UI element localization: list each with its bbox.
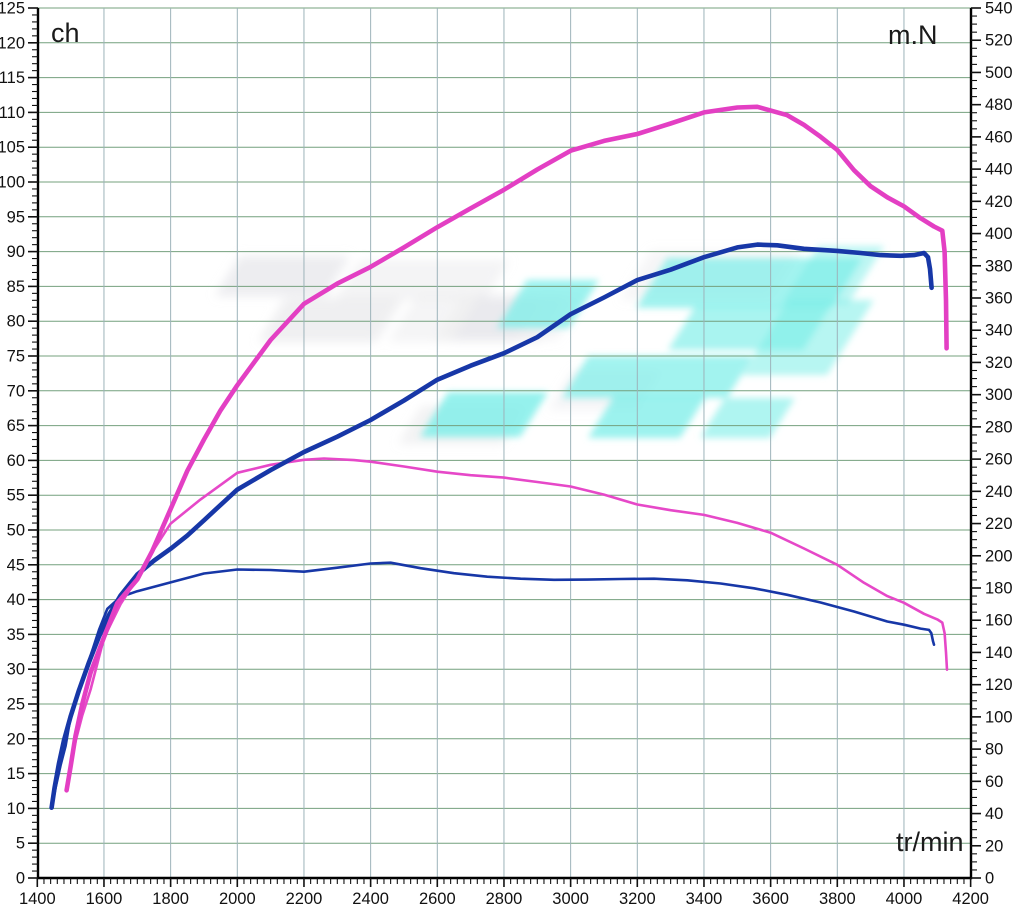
watermark-cyan-shape bbox=[420, 392, 549, 437]
y-left-tick-label: 120 bbox=[0, 34, 25, 52]
y-left-tick-label: 25 bbox=[7, 696, 25, 714]
y-left-tick-label: 30 bbox=[7, 661, 25, 679]
y-left-tick-label: 70 bbox=[7, 382, 25, 400]
y-right-tick-label: 540 bbox=[985, 0, 1013, 18]
watermark-cyan-shape bbox=[782, 246, 885, 304]
y-right-tick-label: 400 bbox=[985, 225, 1013, 243]
x-tick-label: 1400 bbox=[19, 890, 56, 908]
curves-layer bbox=[49, 104, 949, 811]
x-tick-label: 2800 bbox=[486, 890, 523, 908]
y-right-tick-label: 260 bbox=[985, 451, 1013, 469]
y-right-tick-label: 0 bbox=[985, 870, 994, 888]
watermark-gray-shape bbox=[258, 298, 404, 342]
y-right-tick-label: 500 bbox=[985, 64, 1013, 82]
y-left-tick-label: 0 bbox=[16, 870, 25, 888]
y-left-tick-label: 90 bbox=[7, 243, 25, 261]
y-right-tick-label: 180 bbox=[985, 580, 1013, 598]
watermark-cyan-shape bbox=[562, 356, 754, 398]
y-left-tick-label: 65 bbox=[7, 417, 25, 435]
watermark-cyan-shape bbox=[496, 280, 599, 328]
y-right-tick-label: 60 bbox=[985, 773, 1003, 791]
y-right-tick-label: 20 bbox=[985, 837, 1003, 855]
y-right-tick-label: 440 bbox=[985, 161, 1013, 179]
x-tick-label: 4000 bbox=[886, 890, 923, 908]
y-left-tick-label: 5 bbox=[16, 835, 25, 853]
y-left-tick-label: 85 bbox=[7, 278, 25, 296]
y-right-tick-label: 80 bbox=[985, 741, 1003, 759]
y-right-tick-label: 40 bbox=[985, 805, 1003, 823]
y-left-tick-label: 125 bbox=[0, 0, 25, 18]
y-left-tick-label: 45 bbox=[7, 556, 25, 574]
x-tick-label: 1600 bbox=[86, 890, 123, 908]
y-left-tick-label: 105 bbox=[0, 139, 25, 157]
left-axis-title: ch bbox=[51, 18, 80, 48]
watermark-gray-shape bbox=[335, 260, 510, 300]
y-right-tick-label: 160 bbox=[985, 612, 1013, 630]
y-left-tick-label: 15 bbox=[7, 765, 25, 783]
y-right-tick-label: 380 bbox=[985, 257, 1013, 275]
x-tick-label: 1800 bbox=[152, 890, 189, 908]
y-right-tick-label: 240 bbox=[985, 483, 1013, 501]
x-tick-label: 3200 bbox=[619, 890, 656, 908]
y-right-tick-label: 340 bbox=[985, 322, 1013, 340]
watermark-cyan-shape bbox=[700, 398, 795, 438]
y-right-tick-label: 320 bbox=[985, 354, 1013, 372]
watermark-cyan-shape bbox=[588, 396, 707, 438]
plot-frame bbox=[36, 8, 973, 880]
y-right-tick-label: 460 bbox=[985, 128, 1013, 146]
y-left-tick-label: 75 bbox=[7, 348, 25, 366]
y-left-tick-label: 115 bbox=[0, 69, 25, 87]
y-right-tick-label: 280 bbox=[985, 418, 1013, 436]
y-left-tick-label: 110 bbox=[0, 104, 25, 122]
y-right-tick-label: 520 bbox=[985, 32, 1013, 50]
y-right-tick-label: 420 bbox=[985, 193, 1013, 211]
x-tick-label: 2600 bbox=[419, 890, 456, 908]
grid-layer bbox=[38, 7, 971, 878]
y-left-tick-label: 100 bbox=[0, 174, 25, 192]
right-axis-title: m.N bbox=[888, 20, 938, 50]
x-tick-label: 4200 bbox=[952, 890, 989, 908]
curve-power-blue-thick bbox=[49, 242, 934, 811]
y-right-tick-label: 200 bbox=[985, 547, 1013, 565]
x-tick-label: 2400 bbox=[352, 890, 389, 908]
y-right-tick-label: 140 bbox=[985, 644, 1013, 662]
y-right-tick-label: 300 bbox=[985, 386, 1013, 404]
curve-power-magenta-thick bbox=[64, 104, 949, 793]
y-right-tick-label: 480 bbox=[985, 96, 1013, 114]
y-right-tick-label: 120 bbox=[985, 676, 1013, 694]
y-right-tick-label: 220 bbox=[985, 515, 1013, 533]
y-left-tick-label: 10 bbox=[7, 800, 25, 818]
x-tick-label: 3400 bbox=[686, 890, 723, 908]
y-left-tick-label: 50 bbox=[7, 522, 25, 540]
x-tick-label: 2200 bbox=[286, 890, 323, 908]
tick-layer bbox=[28, 7, 981, 887]
y-left-tick-label: 35 bbox=[7, 626, 25, 644]
y-left-tick-label: 20 bbox=[7, 730, 25, 748]
y-left-tick-label: 55 bbox=[7, 487, 25, 505]
y-right-tick-label: 360 bbox=[985, 290, 1013, 308]
x-tick-label: 2000 bbox=[219, 890, 256, 908]
x-tick-label: 3000 bbox=[552, 890, 589, 908]
y-left-tick-label: 95 bbox=[7, 208, 25, 226]
curve-torque-magenta-thin bbox=[65, 457, 949, 791]
y-left-tick-label: 60 bbox=[7, 452, 25, 470]
x-axis-title: tr/min bbox=[896, 827, 964, 857]
axis-frame bbox=[36, 8, 973, 880]
y-left-tick-label: 40 bbox=[7, 591, 25, 609]
x-tick-label: 3600 bbox=[752, 890, 789, 908]
y-left-tick-label: 80 bbox=[7, 313, 25, 331]
y-right-tick-label: 100 bbox=[985, 708, 1013, 726]
watermark-logo bbox=[215, 246, 885, 444]
x-tick-label: 3800 bbox=[819, 890, 856, 908]
